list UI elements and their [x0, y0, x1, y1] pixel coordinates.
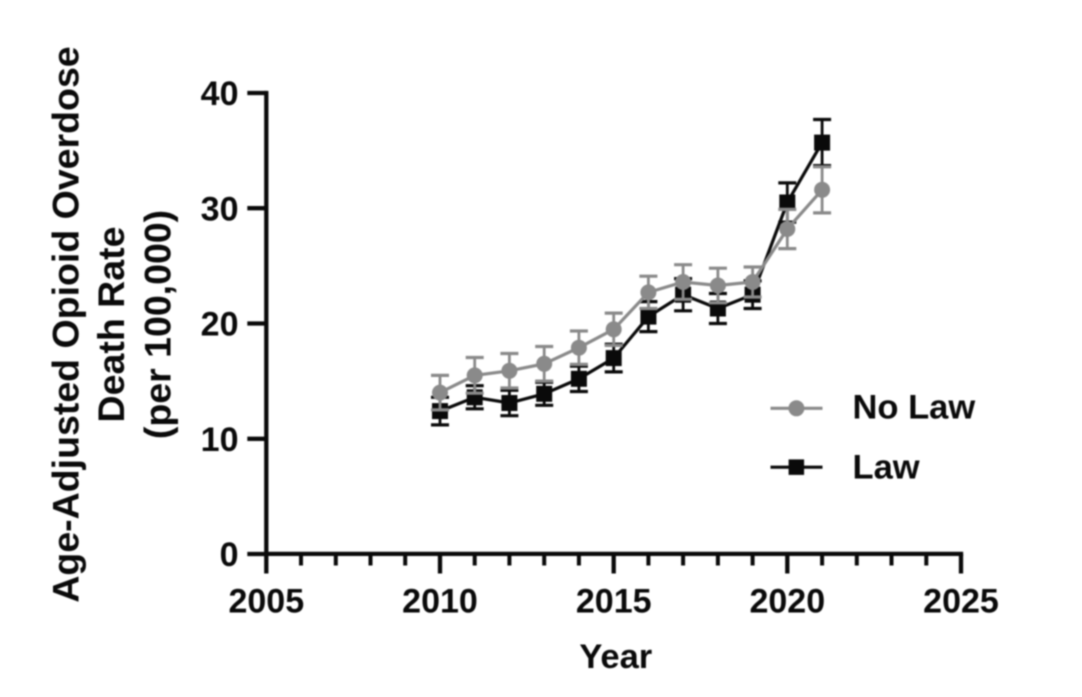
svg-text:Year: Year: [579, 638, 652, 676]
svg-text:Death Rate: Death Rate: [90, 227, 132, 423]
svg-text:(per 100,000): (per 100,000): [137, 210, 179, 439]
svg-text:2025: 2025: [923, 583, 999, 621]
svg-text:Age-Adjusted Opioid Overdose: Age-Adjusted Opioid Overdose: [45, 46, 87, 602]
svg-text:30: 30: [201, 190, 239, 228]
svg-text:2020: 2020: [749, 583, 825, 621]
svg-text:No Law: No Law: [853, 388, 976, 426]
svg-text:40: 40: [201, 75, 239, 113]
svg-text:Law: Law: [853, 449, 920, 487]
svg-text:10: 10: [201, 421, 239, 459]
svg-text:20: 20: [201, 306, 239, 344]
svg-text:2005: 2005: [228, 583, 304, 621]
svg-text:2010: 2010: [402, 583, 478, 621]
svg-text:2015: 2015: [576, 583, 652, 621]
svg-text:0: 0: [220, 536, 239, 574]
